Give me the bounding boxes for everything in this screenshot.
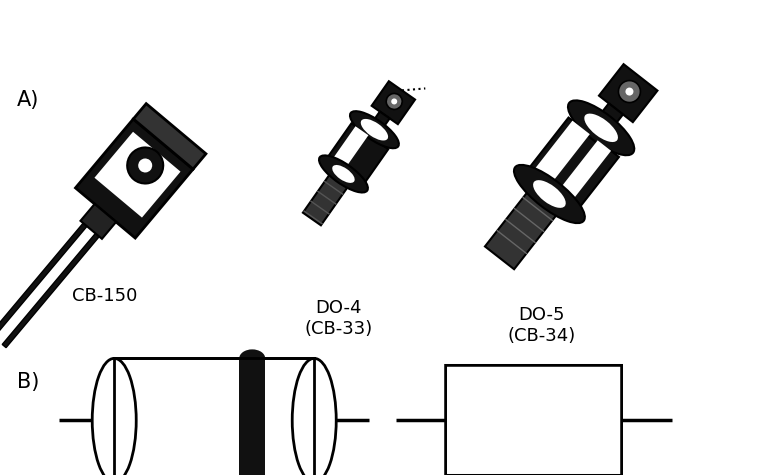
Circle shape xyxy=(626,87,633,95)
Bar xyxy=(2,233,99,348)
Circle shape xyxy=(127,147,164,183)
Bar xyxy=(303,168,352,225)
Ellipse shape xyxy=(292,358,337,475)
Ellipse shape xyxy=(319,155,368,192)
Text: A): A) xyxy=(17,90,40,110)
Circle shape xyxy=(386,94,402,109)
Ellipse shape xyxy=(332,165,354,183)
Text: B): B) xyxy=(17,372,40,392)
Circle shape xyxy=(138,159,152,172)
Bar xyxy=(553,140,611,208)
Ellipse shape xyxy=(514,165,585,223)
Bar xyxy=(599,64,657,122)
Bar xyxy=(594,104,623,133)
Text: DO-5
(CB-34): DO-5 (CB-34) xyxy=(507,306,576,345)
Bar xyxy=(94,132,181,218)
Bar xyxy=(325,124,388,187)
Bar xyxy=(76,119,193,238)
Ellipse shape xyxy=(239,474,265,475)
Bar xyxy=(115,358,314,475)
Ellipse shape xyxy=(92,358,136,475)
Circle shape xyxy=(619,81,640,103)
Ellipse shape xyxy=(533,180,566,208)
Text: CB-150: CB-150 xyxy=(72,287,138,305)
Text: DO-4
(CB-33): DO-4 (CB-33) xyxy=(305,299,373,338)
Ellipse shape xyxy=(239,350,265,367)
Bar xyxy=(329,126,368,173)
Ellipse shape xyxy=(350,111,399,148)
Bar xyxy=(239,358,265,475)
Bar xyxy=(524,118,619,214)
Ellipse shape xyxy=(361,119,388,141)
Ellipse shape xyxy=(584,114,618,142)
Bar xyxy=(369,112,390,133)
Circle shape xyxy=(391,98,397,104)
PathPatch shape xyxy=(446,365,622,475)
Bar xyxy=(133,104,206,169)
Bar xyxy=(80,204,116,239)
Bar xyxy=(0,223,87,337)
Bar xyxy=(115,358,314,475)
Bar xyxy=(528,121,590,191)
Ellipse shape xyxy=(568,100,634,155)
Bar xyxy=(372,81,415,124)
Bar xyxy=(485,182,564,269)
